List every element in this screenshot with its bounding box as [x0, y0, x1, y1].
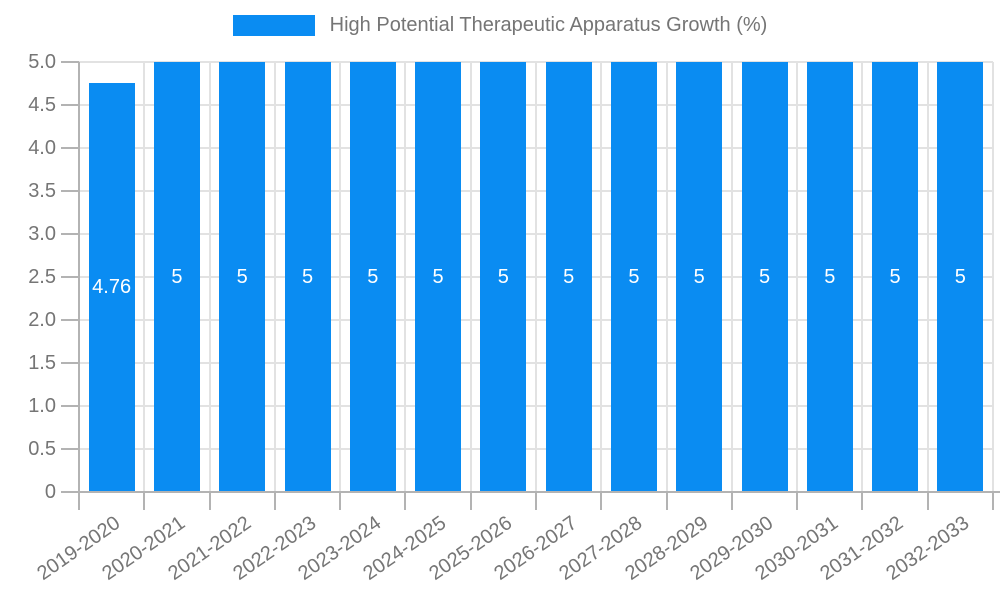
x-tick-mark	[796, 492, 799, 510]
y-tick-label: 2.5	[28, 266, 56, 288]
x-tick-mark	[992, 492, 994, 510]
y-tick-mark	[61, 405, 79, 407]
y-tick-mark	[61, 104, 79, 106]
y-axis-line	[78, 62, 80, 492]
bar: 5	[349, 62, 396, 492]
y-tick-label: 4.0	[28, 137, 56, 159]
v-gridline	[730, 62, 733, 492]
y-tick-label: 4.5	[28, 94, 56, 116]
bar-value-label: 5	[758, 266, 771, 288]
y-tick-mark	[61, 362, 79, 364]
x-tick-mark	[208, 492, 211, 510]
x-tick-mark	[600, 492, 603, 510]
bar: 5	[676, 62, 723, 492]
y-tick-mark	[61, 61, 79, 63]
y-tick-label: 5.0	[28, 51, 56, 73]
x-tick-mark	[469, 492, 472, 510]
x-tick-mark	[665, 492, 668, 510]
bar: 5	[545, 62, 592, 492]
bar: 5	[415, 62, 462, 492]
v-gridline	[600, 62, 603, 492]
x-tick-mark	[926, 492, 929, 510]
bar-value-label: 5	[171, 266, 183, 288]
legend-label: High Potential Therapeutic Apparatus Gro…	[329, 14, 768, 36]
bar: 4.76	[88, 82, 135, 492]
bar: 5	[284, 62, 331, 492]
bar: 5	[153, 62, 200, 492]
y-tick-label: 0	[44, 481, 56, 503]
bar-value-label: 5	[432, 266, 444, 288]
y-tick-mark	[61, 319, 79, 321]
bar-value-label: 5	[693, 266, 705, 288]
x-tick-mark	[861, 492, 864, 510]
bar-value-label: 5	[889, 266, 901, 288]
bar: 5	[872, 62, 919, 492]
v-gridline	[273, 62, 276, 492]
chart-legend: High Potential Therapeutic Apparatus Gro…	[0, 14, 1000, 37]
y-tick-mark	[61, 276, 79, 278]
x-tick-mark	[339, 492, 342, 510]
bar: 5	[480, 62, 527, 492]
bar: 5	[610, 62, 657, 492]
v-gridline	[796, 62, 799, 492]
bar-value-label: 5	[497, 266, 509, 288]
bar-value-label: 5	[301, 266, 314, 288]
x-tick-mark	[143, 492, 146, 510]
y-tick-label: 1.0	[28, 395, 56, 417]
bar-value-label: 5	[628, 266, 640, 288]
bar-value-label: 4.76	[92, 276, 132, 299]
v-gridline	[665, 62, 668, 492]
y-tick-mark	[61, 190, 79, 192]
y-tick-label: 3.0	[28, 223, 56, 245]
x-tick-mark	[273, 492, 276, 510]
bar: 5	[937, 62, 984, 492]
v-gridline	[404, 62, 407, 492]
v-gridline	[535, 62, 537, 492]
bar-value-label: 5	[367, 266, 379, 288]
y-tick-mark	[61, 491, 79, 493]
v-gridline	[143, 62, 146, 492]
y-tick-label: 1.5	[28, 352, 56, 374]
bar-value-label: 5	[563, 266, 575, 288]
y-tick-label: 3.5	[28, 180, 56, 202]
bar: 5	[219, 62, 266, 492]
v-gridline	[469, 62, 472, 492]
bar-value-label: 5	[236, 266, 248, 288]
v-gridline	[926, 62, 929, 492]
bar: 5	[806, 62, 853, 492]
legend-swatch	[232, 15, 315, 36]
x-tick-mark	[730, 492, 733, 510]
v-gridline	[339, 62, 342, 492]
y-tick-mark	[61, 233, 79, 235]
v-gridline	[208, 62, 211, 492]
y-tick-mark	[61, 147, 79, 149]
x-tick-mark	[535, 492, 537, 510]
y-tick-mark	[61, 448, 79, 450]
x-axis-line	[78, 491, 1000, 493]
v-gridline	[992, 62, 994, 492]
x-tick-mark	[78, 492, 80, 510]
x-tick-mark	[404, 492, 407, 510]
bar: 5	[741, 62, 788, 492]
y-tick-label: 0.5	[28, 438, 56, 460]
v-gridline	[861, 62, 864, 492]
bar-value-label: 5	[824, 266, 836, 288]
bar-value-label: 5	[954, 266, 966, 288]
y-tick-label: 2.0	[28, 309, 56, 331]
